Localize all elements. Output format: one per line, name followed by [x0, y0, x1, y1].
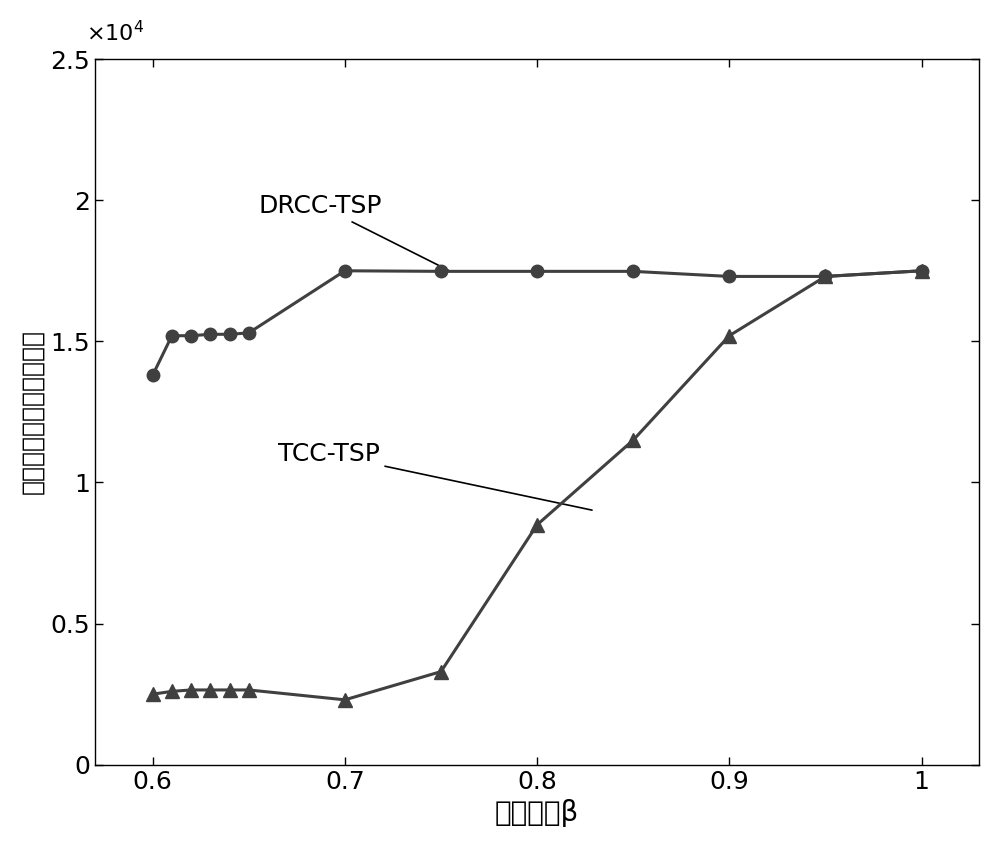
- X-axis label: 置信水平β: 置信水平β: [495, 799, 579, 827]
- Text: DRCC-TSP: DRCC-TSP: [258, 194, 448, 271]
- Y-axis label: 输电规划总费用（万元）: 输电规划总费用（万元）: [21, 329, 45, 494]
- Text: TCC-TSP: TCC-TSP: [278, 443, 592, 510]
- Text: $\times 10^4$: $\times 10^4$: [86, 20, 144, 45]
